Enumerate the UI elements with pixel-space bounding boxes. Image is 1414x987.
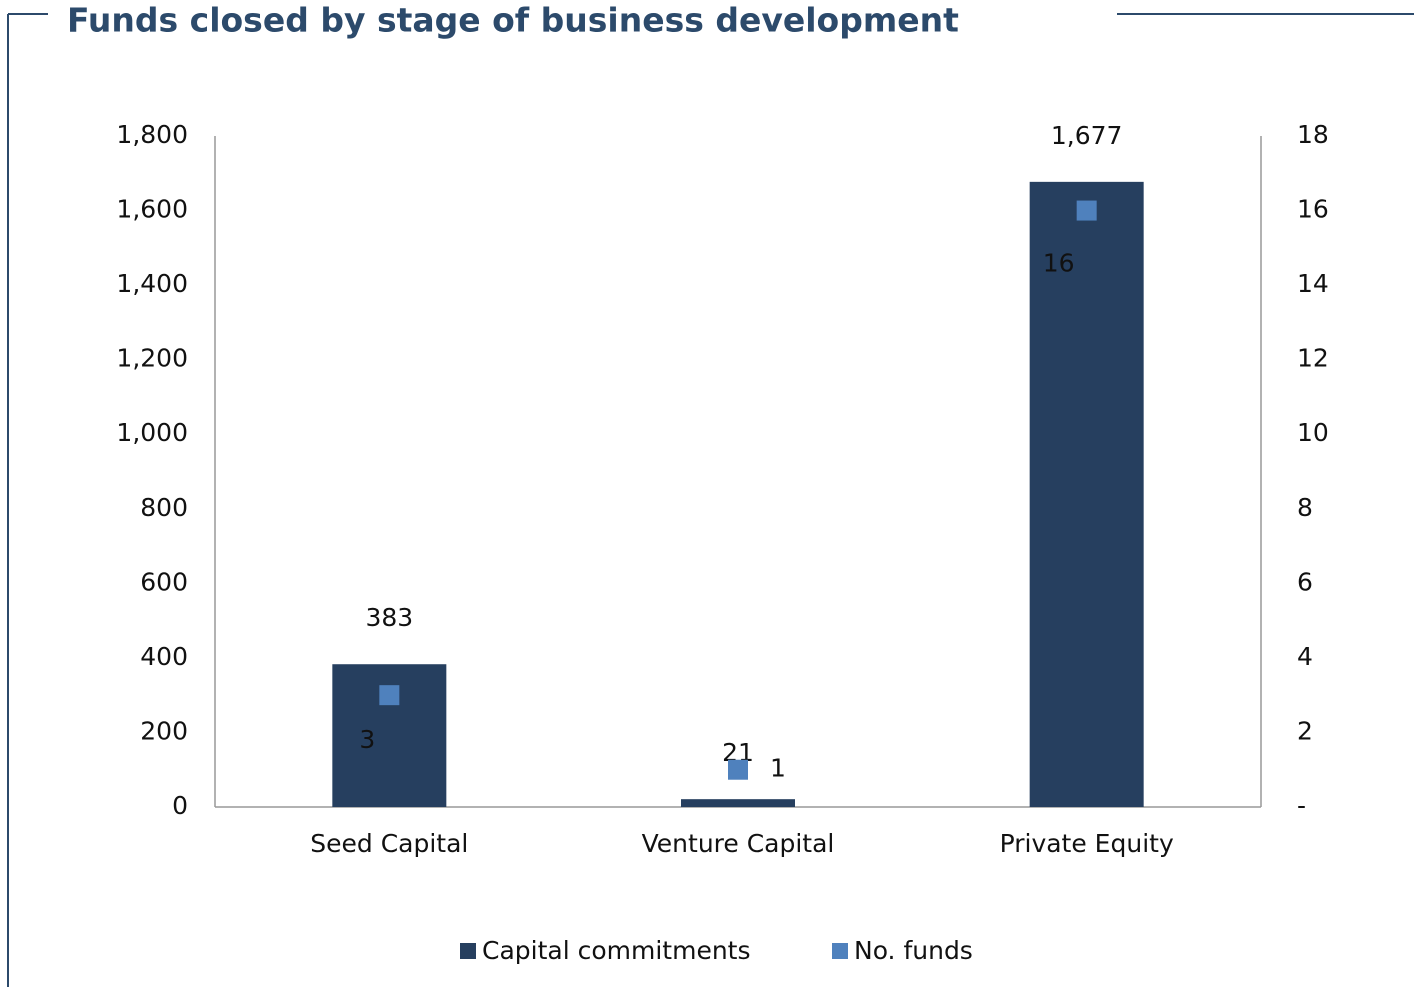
tick-label: 1,600	[116, 195, 188, 224]
tick-label: 8	[1297, 493, 1313, 522]
tick-label: 14	[1297, 269, 1329, 298]
tick-label: 1,400	[116, 269, 188, 298]
legend-label: Capital commitments	[482, 936, 751, 965]
point	[728, 759, 748, 780]
data-label: 1,677	[1051, 121, 1123, 150]
tick-label: 600	[140, 567, 188, 596]
tick-label: 800	[140, 493, 188, 522]
data-label: 383	[365, 603, 413, 632]
point	[1076, 200, 1097, 221]
x-tick-label: Seed Capital	[310, 829, 468, 858]
tick-label: -	[1297, 791, 1306, 820]
tick-label: 1,000	[116, 418, 188, 447]
data-label: 1	[770, 754, 786, 783]
legend-label: No. funds	[854, 936, 973, 965]
tick-label: 12	[1297, 344, 1329, 373]
tick-label: 16	[1297, 195, 1329, 224]
legend-swatch	[460, 943, 476, 959]
bar	[1029, 181, 1144, 807]
tick-label: 1,200	[116, 344, 188, 373]
tick-label: 200	[140, 716, 188, 745]
chart-title: Funds closed by stage of business develo…	[67, 1, 959, 40]
x-tick-label: Venture Capital	[642, 829, 835, 858]
x-tick-label: Private Equity	[1000, 829, 1174, 858]
point	[379, 685, 400, 706]
tick-label: 4	[1297, 642, 1313, 671]
tick-label: 18	[1297, 120, 1329, 149]
tick-label: 400	[140, 642, 188, 671]
tick-label: 10	[1297, 418, 1329, 447]
tick-label: 1,800	[116, 120, 188, 149]
legend-swatch	[832, 943, 848, 959]
tick-label: 6	[1297, 567, 1313, 596]
data-label: 3	[359, 725, 375, 754]
bar	[681, 799, 795, 807]
tick-label: 2	[1297, 716, 1313, 745]
data-label: 16	[1043, 249, 1075, 278]
tick-label: 0	[172, 791, 188, 820]
